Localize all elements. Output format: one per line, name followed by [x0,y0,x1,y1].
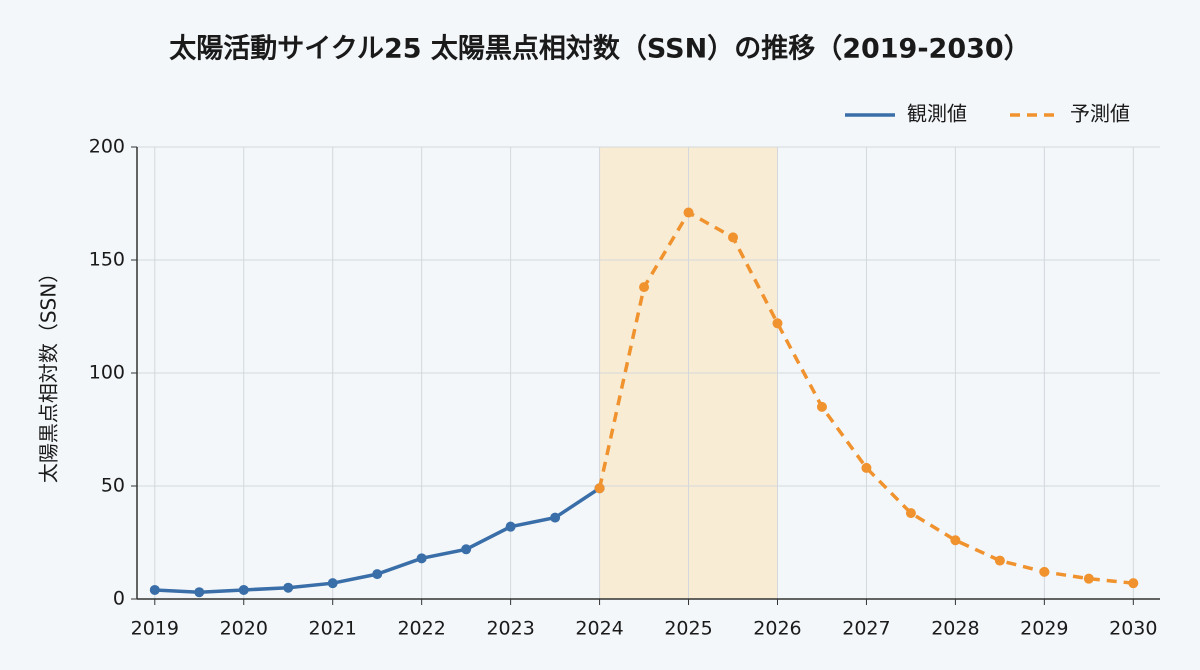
y-tick-label: 100 [89,362,125,384]
y-tick-label: 150 [89,249,125,271]
data-point [194,587,205,598]
x-tick-label: 2029 [1020,618,1068,640]
x-tick-label: 2020 [220,618,268,640]
data-point [594,483,605,494]
y-tick-label: 50 [101,475,125,497]
data-point [238,584,249,595]
y-tick-label: 200 [89,136,125,158]
data-point [861,462,872,473]
data-point [905,508,916,519]
data-point [994,555,1005,566]
x-tick-label: 2024 [575,618,623,640]
x-tick-label: 2019 [131,618,179,640]
data-point [1128,578,1139,589]
data-point [772,318,783,329]
legend-label: 観測値 [907,102,967,126]
x-tick-label: 2030 [1109,618,1157,640]
x-tick-label: 2022 [397,618,445,640]
data-point [550,512,561,523]
x-tick-label: 2025 [664,618,712,640]
data-point [461,544,472,555]
data-point [327,578,338,589]
data-point [639,282,650,293]
data-point [816,401,827,412]
data-point [372,569,383,580]
data-point [1083,573,1094,584]
x-tick-label: 2026 [753,618,801,640]
x-tick-label: 2028 [931,618,979,640]
data-point [950,535,961,546]
x-tick-label: 2027 [842,618,890,640]
data-point [416,553,427,564]
y-axis-label: 太陽黒点相対数（SSN） [37,263,61,483]
data-point [1039,566,1050,577]
chart-title: 太陽活動サイクル25 太陽黒点相対数（SSN）の推移（2019-2030） [169,34,1030,65]
data-point [283,582,294,593]
data-point [728,232,739,243]
data-point [149,584,160,595]
legend-label: 予測値 [1070,102,1130,126]
x-tick-label: 2023 [486,618,534,640]
data-point [505,521,516,532]
x-tick-label: 2021 [309,618,357,640]
y-tick-label: 0 [113,588,125,610]
data-point [683,207,694,218]
